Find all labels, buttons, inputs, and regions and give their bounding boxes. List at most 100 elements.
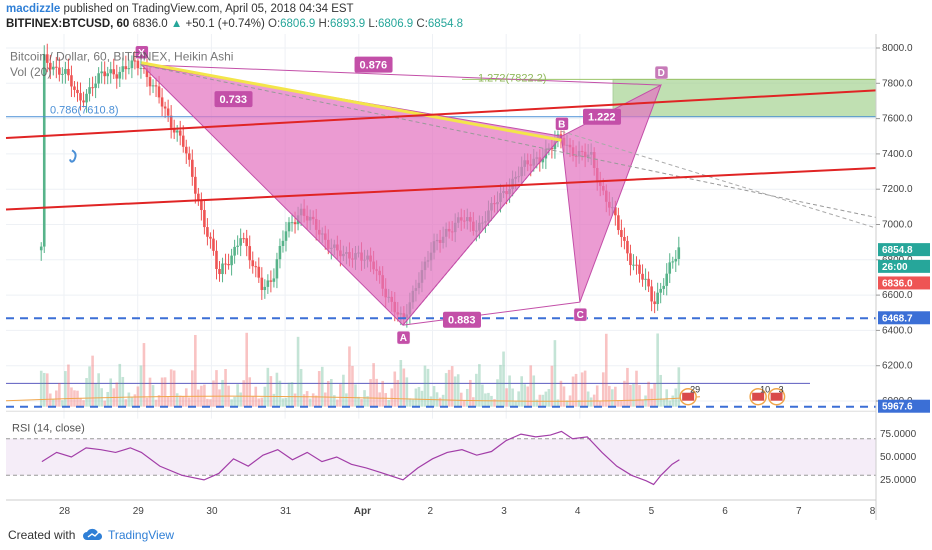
volume-bar bbox=[565, 400, 569, 407]
candle bbox=[266, 280, 270, 287]
volume-bar bbox=[52, 399, 55, 407]
tradingview-link[interactable]: TradingView bbox=[108, 528, 175, 542]
volume-bar bbox=[665, 389, 669, 407]
volume-bar bbox=[357, 396, 360, 407]
candle bbox=[215, 250, 218, 269]
event-flag bbox=[682, 392, 695, 401]
y-tick-label-8: 6400.0 bbox=[882, 325, 913, 336]
volume-bar bbox=[562, 386, 566, 407]
candle bbox=[224, 263, 227, 265]
volume-bar bbox=[221, 379, 224, 407]
candle bbox=[251, 260, 255, 267]
volume-bar bbox=[620, 400, 623, 407]
fib-1272-label: 1.272(7822.2) bbox=[478, 72, 547, 84]
point-label-box bbox=[573, 307, 588, 322]
y-tick-label-1: 7800.0 bbox=[882, 78, 913, 89]
volume-bar bbox=[444, 373, 448, 407]
volume-bar bbox=[559, 380, 563, 407]
volume-bar bbox=[671, 395, 675, 407]
grey-dashed-trend-2 bbox=[561, 130, 877, 229]
y-tick-label-7: 6600.0 bbox=[882, 290, 913, 301]
volume-bar bbox=[257, 398, 261, 407]
x-tick-label-0: 28 bbox=[59, 506, 71, 517]
yellow-trend-line bbox=[141, 61, 562, 142]
volume-bar bbox=[514, 400, 517, 407]
close-value: 6854.8 bbox=[427, 18, 464, 30]
candle bbox=[275, 259, 279, 279]
candle bbox=[121, 66, 125, 72]
rsi-tick-label-2: 25.0000 bbox=[880, 475, 917, 486]
red-channel-upper bbox=[5, 89, 877, 140]
candle bbox=[175, 130, 179, 133]
volume-bar bbox=[184, 388, 188, 407]
candle bbox=[233, 246, 236, 256]
volume-bar bbox=[375, 378, 378, 407]
chart-area[interactable]: X A B C D 0.733 0.876 0.883 1.222 0.786(7610.8) 1.… bbox=[0, 34, 932, 520]
event-marker-label-1: 10 bbox=[760, 385, 770, 395]
volume-bar bbox=[417, 387, 421, 407]
volume-bar bbox=[106, 391, 110, 407]
volume-bar bbox=[121, 376, 125, 407]
candle bbox=[662, 285, 665, 289]
candle bbox=[287, 222, 291, 232]
event-flag bbox=[752, 392, 765, 401]
volume-bar bbox=[502, 351, 505, 407]
volume-bar bbox=[166, 396, 170, 407]
volume-bar bbox=[656, 333, 659, 407]
candle bbox=[94, 83, 97, 88]
volume-bar bbox=[481, 384, 484, 407]
volume-bar bbox=[336, 399, 339, 407]
volume-bar bbox=[617, 400, 620, 407]
candle bbox=[154, 85, 158, 87]
candle bbox=[70, 75, 73, 87]
volume-bar bbox=[547, 389, 551, 407]
candle bbox=[269, 280, 273, 282]
volume-bar bbox=[499, 364, 502, 407]
volume-bar bbox=[526, 386, 530, 407]
candle bbox=[248, 246, 252, 261]
candle bbox=[181, 135, 185, 147]
price-tag-box bbox=[878, 259, 930, 273]
volume-bar bbox=[423, 365, 427, 407]
pattern-xd-line bbox=[141, 64, 661, 86]
volume-bar bbox=[378, 392, 381, 407]
volume-bar bbox=[148, 377, 152, 407]
volume-bar bbox=[544, 391, 548, 407]
x-tick-label-1: 29 bbox=[133, 506, 145, 517]
candle bbox=[82, 100, 85, 103]
high-value: 6893.9 bbox=[330, 18, 366, 30]
volume-bar bbox=[462, 400, 466, 407]
change-value: +50.1 (+0.74%) bbox=[185, 18, 265, 30]
volume-bar bbox=[278, 380, 282, 407]
candle bbox=[641, 273, 644, 280]
volume-bar bbox=[369, 379, 372, 407]
ratio-label-box bbox=[214, 91, 253, 108]
candle bbox=[203, 210, 206, 228]
volume-bar bbox=[203, 384, 206, 407]
volume-bar bbox=[251, 396, 255, 407]
volume-bar bbox=[181, 396, 185, 407]
author-link[interactable]: macdizzle bbox=[6, 3, 61, 15]
candle bbox=[553, 141, 557, 150]
volume-bar bbox=[269, 376, 273, 407]
x-tick-label-8: 5 bbox=[649, 506, 655, 517]
y-tick-label-3: 7400.0 bbox=[882, 149, 913, 160]
red-channel-lower bbox=[5, 167, 877, 211]
volume-bar bbox=[124, 399, 128, 407]
volume-bar bbox=[447, 369, 451, 407]
price-tag-box bbox=[878, 276, 930, 290]
volume-bar bbox=[390, 388, 394, 407]
volume-bar bbox=[139, 365, 143, 407]
created-with-text: Created with bbox=[8, 528, 76, 542]
volume-bar bbox=[487, 392, 490, 407]
candle bbox=[160, 97, 164, 107]
candle bbox=[257, 266, 261, 278]
ratio-label-box bbox=[583, 108, 622, 125]
volume-bar bbox=[79, 397, 82, 407]
y-tick-label-0: 8000.0 bbox=[882, 43, 913, 54]
point-label-box bbox=[555, 117, 569, 131]
volume-bar bbox=[659, 374, 662, 407]
candle bbox=[620, 230, 623, 238]
volume-bar bbox=[629, 384, 632, 407]
y-tick-label-2: 7600.0 bbox=[882, 114, 913, 125]
